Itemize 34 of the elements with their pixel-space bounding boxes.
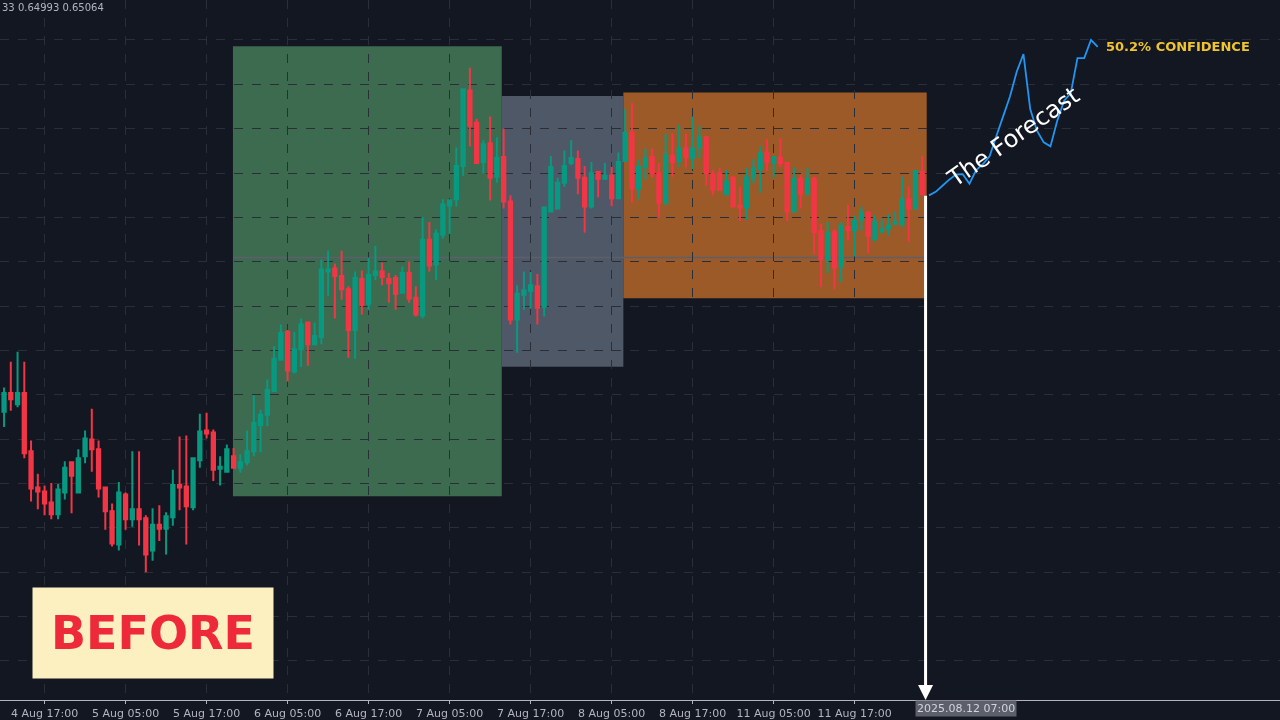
x-tick-label: 8 Aug 05:00	[578, 707, 646, 720]
x-tick-label: 11 Aug 05:00	[736, 707, 811, 720]
x-tick-label: 5 Aug 17:00	[172, 707, 241, 720]
x-tick-label: 6 Aug 05:00	[254, 707, 322, 720]
x-tick-label: 7 Aug 05:00	[416, 707, 484, 720]
candlestick	[68, 461, 75, 515]
candlestick	[1, 386, 7, 428]
x-tick-label: 5 Aug 05:00	[91, 707, 160, 720]
candlestick	[41, 484, 48, 517]
candlestick	[48, 481, 54, 521]
text: 33 0.64993 0.65064	[2, 2, 104, 13]
text: 2025.08.12 07:00	[917, 702, 1016, 715]
candlestick	[210, 428, 216, 482]
candlestick	[183, 434, 189, 546]
candlestick	[95, 439, 102, 499]
candlestick	[122, 491, 129, 531]
candlestick	[116, 480, 122, 552]
candlestick	[89, 407, 95, 473]
candlestick	[8, 360, 14, 412]
text: BEFORE	[51, 606, 255, 660]
x-tick-label: 11 Aug 17:00	[817, 707, 892, 720]
candlestick	[203, 411, 210, 440]
text: 50.2% CONFIDENCE	[1106, 39, 1250, 54]
candlestick	[82, 429, 88, 465]
candlestick	[176, 435, 183, 512]
x-tick-label: 8 Aug 17:00	[659, 707, 727, 720]
candlestick	[75, 448, 81, 494]
x-tick-label: 7 Aug 17:00	[497, 707, 565, 720]
x-tick-label: 4 Aug 17:00	[10, 707, 79, 720]
candlestick	[156, 504, 162, 542]
candlestick	[14, 350, 21, 409]
candlestick	[129, 450, 135, 528]
candlestick	[149, 507, 156, 562]
x-tick-label: 6 Aug 17:00	[335, 707, 403, 720]
